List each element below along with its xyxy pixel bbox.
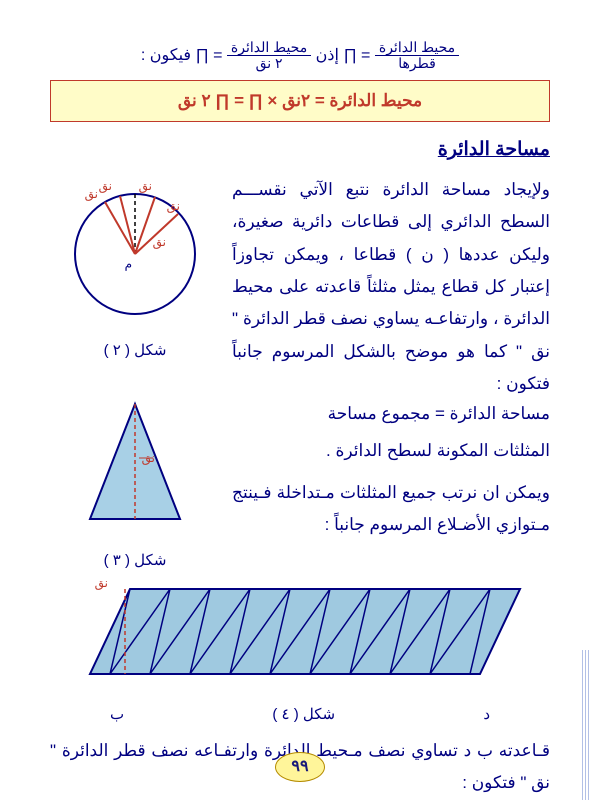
eq-tail: = ∏ فيكون : [141, 47, 223, 64]
circle-diagram: نق نق نق نق نق م [60, 174, 210, 324]
para2-line2: المثلثات المكونة لسطح الدائرة . [232, 435, 550, 467]
fig4-footer: د شكل ( ٤ ) ب [50, 701, 550, 730]
figure-2: نق نق نق نق نق م شكل ( ٢ ) [50, 174, 220, 365]
label-d: د [483, 701, 490, 730]
eq-mid: = ∏ إذن [316, 47, 371, 64]
svg-text:نق: نق [99, 179, 112, 193]
para3: ويمكن ان نرتب جميع المثلثات مـتداخلة فـي… [232, 477, 550, 542]
frac1-den: قطرها [375, 56, 459, 71]
row-triangle: مساحة الدائرة = مجموع مساحة المثلثات الم… [50, 394, 550, 575]
para2-text: مساحة الدائرة = مجموع مساحة المثلثات الم… [232, 394, 550, 545]
label-b: ب [110, 701, 124, 730]
fraction-1: محيط الدائرة قطرها [375, 40, 459, 72]
page-container: محيط الدائرة قطرها = ∏ إذن محيط الدائرة … [0, 0, 600, 800]
svg-text:نق: نق [153, 235, 166, 249]
page-number-wrap: ٩٩ [275, 752, 325, 782]
frac2-num: محيط الدائرة [227, 40, 311, 56]
fig3-caption: شكل ( ٣ ) [50, 547, 220, 576]
frac1-num: محيط الدائرة [375, 40, 459, 56]
svg-text:نق: نق [167, 199, 180, 213]
para2-line1: مساحة الدائرة = مجموع مساحة [232, 398, 550, 430]
figure-3: نق شكل ( ٣ ) [50, 394, 220, 575]
parallelogram-diagram: نق [70, 579, 530, 689]
frac2-den: ٢ نق [227, 56, 311, 71]
triangle-diagram: نق [65, 394, 205, 534]
para1-text: ولإيجاد مساحة الدائرة نتبع الآتي نقســـم… [232, 174, 550, 400]
decorative-side-lines [582, 650, 590, 800]
page-number: ٩٩ [275, 752, 325, 782]
svg-text:نق: نق [139, 179, 152, 193]
svg-text:نق: نق [85, 187, 98, 201]
fig4-caption: شكل ( ٤ ) [272, 701, 335, 730]
section-title-area: مساحة الدائرة [50, 132, 550, 168]
top-equation: محيط الدائرة قطرها = ∏ إذن محيط الدائرة … [50, 40, 550, 72]
fraction-2: محيط الدائرة ٢ نق [227, 40, 311, 72]
svg-text:نق: نق [95, 579, 108, 590]
fig2-caption: شكل ( ٢ ) [50, 337, 220, 366]
figure-4-wrap: نق د شكل ( ٤ ) ب [50, 579, 550, 729]
circumference-formula-box: محيط الدائرة = ٢نق × ∏ = ∏ ٢ نق [50, 80, 550, 122]
row-circle: ولإيجاد مساحة الدائرة نتبع الآتي نقســـم… [50, 174, 550, 400]
svg-text:م: م [125, 257, 132, 271]
